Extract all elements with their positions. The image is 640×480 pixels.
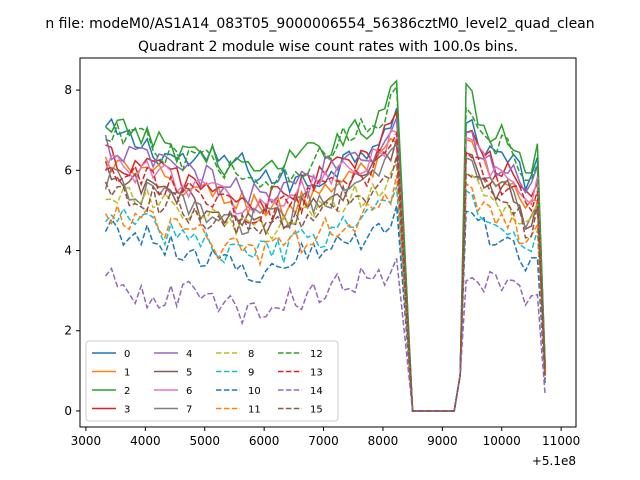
series-line-15 <box>104 155 546 412</box>
series-line-10 <box>104 205 546 412</box>
legend-label: 10 <box>248 386 261 397</box>
x-tick-label: 6000 <box>249 434 280 448</box>
x-tick-label: 8000 <box>368 434 399 448</box>
series-line-2 <box>105 79 546 412</box>
legend-label: 0 <box>124 349 130 360</box>
legend-label: 9 <box>248 368 254 379</box>
plot-area <box>104 79 546 412</box>
legend-label: 3 <box>124 405 130 416</box>
series-line-12 <box>105 84 546 412</box>
legend-label: 6 <box>186 386 192 397</box>
x-tick-label: 5000 <box>189 434 220 448</box>
y-tick-label: 8 <box>64 83 72 97</box>
x-tick-label: 3000 <box>71 434 102 448</box>
plot-frame <box>79 57 577 428</box>
x-tick-label: 10000 <box>483 434 521 448</box>
legend-box <box>85 340 339 422</box>
series-line-8 <box>105 160 546 412</box>
series-line-14 <box>104 258 546 412</box>
series-line-0 <box>104 108 546 412</box>
series-line-5 <box>104 138 546 412</box>
legend-label: 7 <box>186 405 192 416</box>
x-axis: 3000 4000 5000 6000 7000 8000 9000 10000 11000 <box>71 427 580 448</box>
y-tick-label: 4 <box>64 244 72 258</box>
x-tick-label: 9000 <box>427 434 458 448</box>
legend-label: 12 <box>310 349 323 360</box>
series-layer <box>104 79 546 412</box>
x-tick-label: 11000 <box>542 434 580 448</box>
legend-label: 4 <box>186 349 192 360</box>
y-tick-label: 6 <box>64 163 72 177</box>
series-line-11 <box>104 174 546 412</box>
legend-label: 13 <box>310 368 323 379</box>
legend-label: 1 <box>124 368 130 379</box>
chart-suptitle: n file: modeM0/AS1A14_083T05_9000006554_… <box>45 16 594 32</box>
legend-label: 8 <box>248 349 254 360</box>
series-line-13 <box>105 130 546 412</box>
series-line-3 <box>105 109 546 412</box>
chart-title: Quadrant 2 module wise count rates with … <box>138 39 518 55</box>
y-tick-label: 0 <box>64 404 72 418</box>
legend-label: 5 <box>186 368 192 379</box>
x-offset-label: +5.1e8 <box>532 454 576 468</box>
y-tick-label: 2 <box>64 324 72 338</box>
legend-label: 15 <box>310 405 323 416</box>
y-axis: 0 2 4 6 8 <box>64 83 80 418</box>
legend-label: 2 <box>124 386 130 397</box>
legend-label: 14 <box>310 386 323 397</box>
x-tick-label: 4000 <box>130 434 161 448</box>
x-tick-label: 7000 <box>308 434 339 448</box>
legend-label: 11 <box>248 405 261 416</box>
